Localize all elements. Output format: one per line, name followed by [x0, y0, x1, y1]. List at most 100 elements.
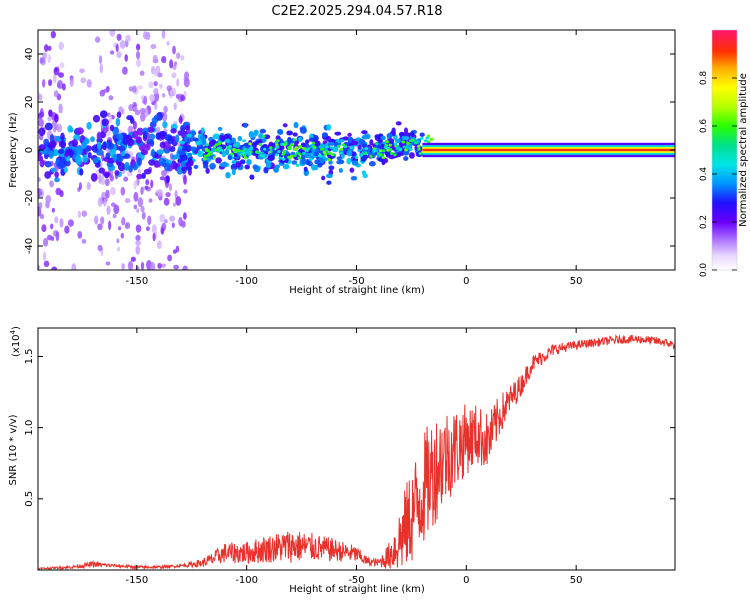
heatmap-cell — [395, 121, 402, 126]
heatmap-cell — [217, 142, 222, 146]
heatmap-cell — [339, 147, 344, 151]
heatmap-cell — [227, 154, 233, 161]
heatmap-cell — [99, 63, 103, 74]
heatmap-cell — [380, 135, 386, 141]
heatmap-cell — [121, 216, 126, 226]
heatmap-cell — [63, 166, 68, 174]
heatmap-cell — [287, 146, 291, 150]
heatmap-cell — [104, 178, 110, 187]
heatmap-cell — [183, 212, 187, 220]
heatmap-cell — [123, 176, 129, 182]
heatmap-cell — [86, 78, 92, 88]
heatmap-cell — [44, 171, 52, 179]
heatmap-cell — [360, 152, 364, 156]
heatmap-cell — [149, 140, 155, 147]
heatmap-cell — [99, 110, 108, 119]
x-tick-label: -150 — [125, 575, 148, 586]
heatmap-cell — [120, 232, 124, 239]
heatmap-cell — [144, 185, 149, 190]
heatmap-cell — [130, 256, 136, 262]
heatmap-cell — [413, 141, 418, 145]
heatmap-cell — [381, 156, 386, 160]
heatmap-cell — [171, 222, 175, 228]
heatmap-cell — [132, 85, 137, 93]
heatmap-cell — [169, 59, 174, 69]
heatmap-cell — [203, 154, 208, 158]
heatmap-cell — [346, 157, 352, 165]
heatmap-cell — [401, 140, 406, 144]
heatmap-cell — [293, 121, 299, 129]
heatmap-cell — [402, 145, 407, 149]
heatmap-cell — [38, 177, 41, 182]
heatmap-cell — [343, 145, 348, 149]
heatmap-cell — [426, 134, 431, 138]
heatmap-cell — [148, 159, 156, 166]
heatmap-cell — [132, 130, 139, 139]
heatmap-cell — [90, 136, 95, 143]
heatmap-cell — [214, 143, 219, 147]
heatmap-cell — [116, 111, 122, 119]
heatmap-cell — [59, 62, 65, 69]
heatmap-cell — [108, 95, 114, 101]
heatmap-cell — [281, 152, 285, 156]
heatmap-cell — [44, 122, 53, 131]
heatmap-cell — [161, 56, 167, 64]
heatmap-cell — [105, 261, 111, 266]
heatmap-cell — [107, 157, 115, 164]
heatmap-cell — [282, 164, 290, 170]
heatmap-cell — [118, 106, 124, 113]
heatmap-cell — [96, 149, 104, 156]
y-tick-label: -40 — [24, 238, 35, 254]
spectrogram-y-label: Frequency (Hz) — [8, 112, 19, 188]
heatmap-cell — [106, 205, 111, 216]
heatmap-cell — [325, 145, 329, 149]
heatmap-cell — [124, 54, 128, 62]
heatmap-cell — [97, 197, 103, 207]
heatmap-cell — [180, 94, 186, 102]
heatmap-cell — [408, 152, 415, 159]
heatmap-cell — [161, 93, 166, 98]
heatmap-cell — [136, 58, 141, 68]
heatmap-cell — [98, 55, 103, 64]
heatmap-cell — [169, 215, 176, 222]
heatmap-cell — [133, 180, 137, 190]
heatmap-cell — [147, 126, 155, 133]
heatmap-cell — [153, 87, 159, 95]
heatmap-cell — [132, 120, 137, 130]
x-tick-label: 0 — [463, 575, 469, 586]
heatmap-cell — [119, 40, 126, 49]
chart-title: C2E2.2025.294.04.57.R18 — [271, 4, 442, 19]
heatmap-cell — [173, 102, 177, 111]
heatmap-cell — [349, 167, 355, 173]
heatmap-cell — [128, 165, 134, 173]
heatmap-cell — [137, 197, 144, 208]
heatmap-cell — [149, 94, 156, 103]
heatmap-cell — [419, 132, 425, 137]
heatmap-cell — [100, 176, 105, 186]
heatmap-cell — [259, 154, 264, 157]
heatmap-cell — [99, 131, 107, 139]
heatmap-cell — [328, 165, 335, 171]
heatmap-cell — [49, 180, 55, 188]
heatmap-cell — [42, 251, 47, 261]
heatmap-cell — [122, 66, 128, 75]
heatmap-cell — [124, 223, 129, 229]
heatmap-cell — [374, 142, 379, 146]
heatmap-cell — [185, 165, 193, 171]
heatmap-cell — [54, 216, 59, 224]
heatmap-cell — [409, 131, 414, 137]
heatmap-cell — [143, 130, 148, 139]
heatmap-cell — [172, 202, 177, 207]
heatmap-cell — [71, 139, 79, 147]
heatmap-cell — [326, 180, 332, 185]
heatmap-cell — [351, 140, 359, 146]
heatmap-cell — [203, 157, 207, 161]
heatmap-cell — [94, 36, 101, 43]
heatmap-cell — [297, 136, 303, 143]
heatmap-cell — [301, 151, 306, 155]
heatmap-cell — [295, 163, 300, 167]
colorbar-ticks: 0.0 0.2 0.4 0.6 0.8 — [699, 71, 737, 277]
spectrogram-x-label: Height of straight line (km) — [289, 285, 425, 296]
heatmap-cells — [38, 30, 675, 270]
heatmap-cell — [230, 163, 238, 171]
